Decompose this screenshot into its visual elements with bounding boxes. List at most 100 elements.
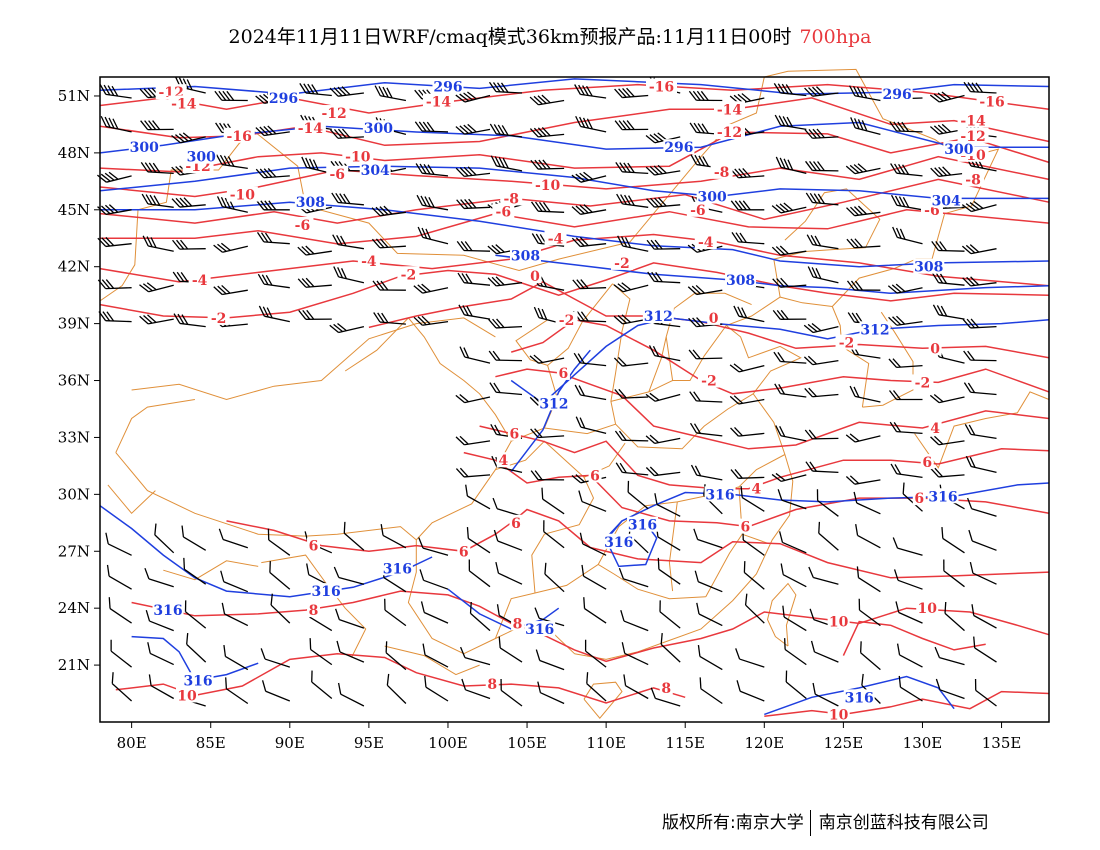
wind-barb [890,163,923,177]
wind-barb [740,486,765,512]
wind-barb [647,271,681,284]
wind-barb [337,682,365,707]
wind-barb [805,192,839,206]
wind-barb [530,159,565,170]
wind-barb [855,524,881,549]
wind-barb [771,245,807,256]
wind-barb [298,309,332,320]
temperature-label-bg [307,602,321,618]
wind-barb [616,193,649,208]
wind-barb [100,115,132,133]
wind-barb [846,205,881,217]
wind-barb [139,282,174,293]
wind-barb [455,123,491,135]
temperature-label: -14 [426,95,452,111]
height-label-bg [381,560,413,576]
height-label-bg [704,486,736,502]
temperature-label: 4 [498,453,508,469]
wind-barb [332,234,365,250]
wind-barb [488,350,523,362]
height-label-bg [642,308,674,324]
temperature-label: -16 [227,129,252,145]
wind-barb [892,226,923,245]
wind-barb [329,322,365,334]
boundary-line [764,68,1000,307]
wind-barb [888,315,923,326]
lon-label: 100E [428,734,468,752]
temperature-label-bg [659,679,673,695]
wind-barb [457,272,491,286]
height-label-bg [152,602,184,618]
boundary-line [163,560,259,581]
height-label-bg [627,516,659,532]
wind-barb [258,305,290,323]
wind-barb [343,521,365,551]
temperature-label-bg [957,112,989,128]
wind-barb [687,284,723,296]
wind-barb [849,385,881,403]
boundary-line [531,442,626,594]
temperature-label-bg [556,364,570,380]
wind-barb [973,636,997,663]
lat-label: 36N [58,372,90,390]
wind-barb [413,283,449,294]
wind-barb [384,598,407,627]
wind-barb [489,382,523,396]
wind-barb [929,91,965,103]
temperature-label: 4 [930,421,940,437]
wind-barb [645,466,681,477]
wind-barb [784,638,807,666]
wind-barb [261,680,291,702]
wind-barb [896,643,923,668]
height-label-bg [843,689,875,705]
wind-barb [455,393,491,404]
wind-barb [458,304,491,320]
boundary-line [515,319,548,366]
wind-barb [110,639,133,668]
height-label-bg [913,258,945,274]
wind-barb [171,132,206,144]
wind-barb [572,311,607,323]
temperature-label: -2 [839,336,855,352]
height-label: 300 [364,121,393,137]
wind-barb [931,272,965,286]
wind-barb [586,672,607,702]
wind-barb [225,677,249,705]
height-label: 296 [433,79,462,95]
province-boundaries [99,68,1050,719]
wind-barb [646,197,681,208]
temperature-label: -6 [496,205,512,221]
wind-barb [856,566,881,593]
wind-barb [172,239,206,250]
wind-barb [773,83,807,97]
wind-barb [215,154,248,170]
wind-barb [154,523,175,554]
lat-label: 33N [58,428,90,446]
height-label: 316 [312,584,341,600]
wind-barb [699,677,723,705]
wind-barb [621,642,649,666]
wind-barb [186,632,207,663]
wind-barb [774,114,807,131]
wind-barb [183,557,207,585]
height-label: 296 [664,140,693,156]
temperature-label-bg [357,253,380,269]
height-contour-line [131,635,259,682]
lon-label: 85E [196,734,226,752]
lat-label: 39N [58,315,90,333]
wind-barb [615,162,649,175]
wind-barb [688,90,723,102]
height-label: 308 [726,273,755,289]
wind-barb [529,354,565,364]
wind-barb [297,245,332,256]
temperature-label-bg [175,687,198,703]
wind-barb [730,167,765,179]
wind-barb [108,597,132,624]
temperature-label-bg [928,419,942,435]
wind-barb [461,678,491,700]
wind-barb [614,87,649,99]
wind-barb [419,569,449,590]
wind-barb [139,314,174,325]
temperature-label-bg [168,95,200,111]
wind-barb [888,358,923,369]
